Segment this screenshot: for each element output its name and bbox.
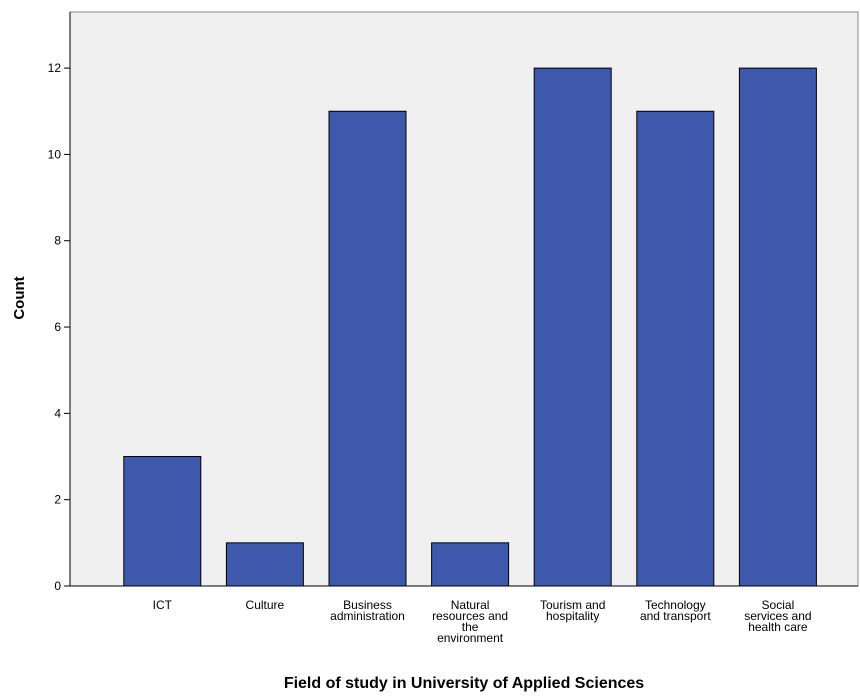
y-tick-label: 0 — [54, 579, 61, 593]
y-tick-label: 6 — [54, 320, 61, 334]
x-tick-label: ICT — [153, 598, 173, 612]
x-tick-label: Culture — [246, 598, 285, 612]
y-axis-label: Count — [11, 276, 28, 319]
bar — [738, 67, 817, 587]
bar — [533, 67, 612, 587]
x-tick-label: Business administration — [330, 598, 405, 623]
bar — [431, 542, 510, 587]
chart-title: Field of study in University of Applied … — [284, 675, 644, 692]
x-tick-label: Social services and health care — [744, 598, 811, 634]
bar — [328, 110, 407, 587]
bar — [636, 110, 715, 587]
plot-area — [69, 11, 859, 587]
x-tick-label: Tourism and hospitality — [540, 598, 605, 623]
x-tick-label: Natural resources and the environment — [432, 598, 508, 645]
y-tick-label: 12 — [48, 61, 62, 75]
x-tick-label: Technology and transport — [640, 598, 711, 623]
bar — [225, 542, 304, 587]
bar — [123, 456, 202, 587]
y-tick-label: 2 — [54, 493, 61, 507]
y-tick-label: 4 — [54, 406, 61, 420]
y-tick-label: 10 — [48, 147, 62, 161]
y-tick-label: 8 — [54, 234, 61, 248]
